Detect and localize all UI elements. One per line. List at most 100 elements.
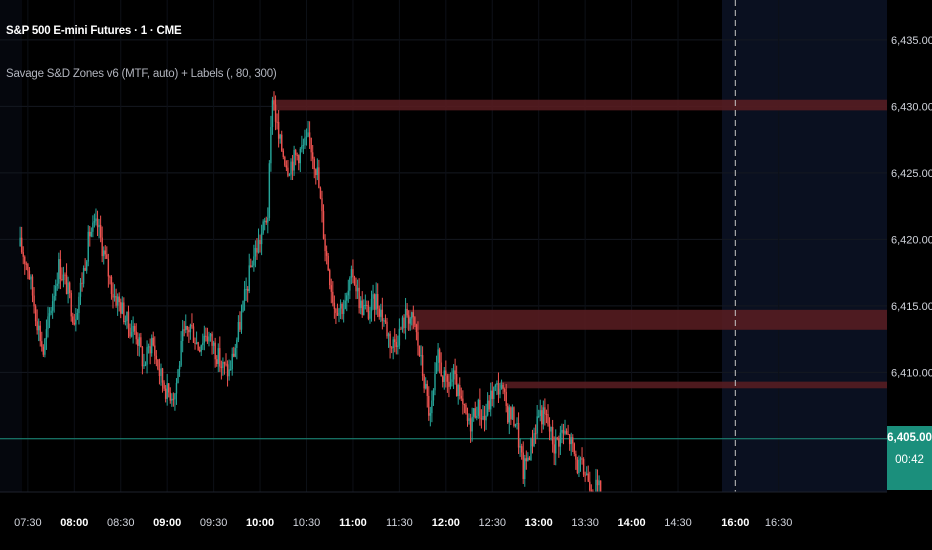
- candle-body: [135, 331, 137, 340]
- candle-body: [115, 295, 117, 306]
- x-tick-label: 09:00: [153, 517, 181, 529]
- candle-body: [483, 415, 486, 421]
- candle-body: [31, 276, 34, 296]
- candle-body: [42, 346, 45, 355]
- candle-body: [76, 313, 79, 320]
- candle-body: [140, 337, 142, 348]
- candle-body: [146, 347, 148, 365]
- candle-body: [500, 384, 503, 389]
- candle-body: [555, 437, 557, 454]
- candle-body: [355, 284, 357, 292]
- candle-body: [143, 364, 145, 367]
- candle-body: [567, 434, 569, 436]
- indicator-legend[interactable]: Savage S&D Zones v6 (MTF, auto) + Labels…: [6, 68, 277, 80]
- candle-body: [62, 274, 65, 280]
- candle-body: [525, 458, 528, 462]
- candle-body: [75, 319, 77, 325]
- candle-body: [556, 437, 558, 439]
- candle-body: [582, 459, 585, 475]
- candle-body: [377, 294, 379, 309]
- candle-body: [527, 457, 529, 462]
- candle-body: [398, 328, 401, 346]
- candle-body: [530, 438, 532, 461]
- candle-body: [497, 383, 500, 395]
- candle-body: [587, 473, 589, 482]
- candle-body: [222, 361, 224, 368]
- candle-body: [267, 217, 269, 223]
- candle-body: [378, 308, 380, 317]
- candle-body: [460, 395, 463, 399]
- candle-body: [428, 395, 430, 416]
- candle-body: [545, 413, 548, 415]
- candle-body: [350, 269, 353, 278]
- candle-body: [590, 490, 593, 492]
- candle-body: [188, 329, 190, 333]
- candle-body: [194, 342, 196, 344]
- candle-body: [485, 415, 487, 421]
- candle-body: [276, 121, 278, 123]
- candle-body: [95, 218, 97, 222]
- candle-body: [25, 263, 28, 265]
- candle-body: [490, 390, 492, 410]
- candle-body: [307, 132, 309, 137]
- candle-body: [550, 426, 552, 432]
- candle-body: [205, 335, 207, 337]
- candle-body: [220, 366, 223, 368]
- candle-body: [53, 295, 55, 302]
- candle-body: [524, 458, 526, 480]
- candle-body: [285, 165, 288, 168]
- candle-body: [445, 370, 447, 376]
- candle-body: [209, 333, 212, 337]
- candle-body: [124, 320, 127, 323]
- candle-body: [217, 348, 219, 364]
- candle-body: [598, 480, 600, 486]
- candle-body: [256, 248, 258, 253]
- candle-body: [356, 287, 359, 292]
- candle-body: [435, 362, 438, 374]
- candle-body: [157, 359, 159, 370]
- candle-body: [284, 156, 286, 166]
- candle-body: [538, 416, 540, 418]
- candle-body: [553, 444, 555, 454]
- bar-countdown: 00:42: [895, 454, 924, 466]
- time-axis[interactable]: [0, 492, 932, 550]
- candle-body: [264, 220, 266, 222]
- candle-body: [58, 259, 60, 284]
- last-price-badge: 6,405.00 00:42: [887, 426, 932, 490]
- candle-body: [338, 308, 340, 316]
- candle-body: [407, 315, 410, 324]
- candle-body: [370, 298, 373, 312]
- candle-body: [595, 479, 597, 495]
- x-tick-label: 11:30: [386, 517, 413, 529]
- candle-body: [392, 339, 394, 349]
- symbol-title[interactable]: S&P 500 E-mini Futures · 1 · CME: [6, 25, 182, 37]
- candle-body: [434, 373, 436, 391]
- candle-body: [123, 302, 125, 323]
- x-tick-label: 13:00: [525, 517, 553, 529]
- candle-body: [233, 353, 235, 357]
- candle-body: [72, 316, 74, 323]
- candle-body: [367, 305, 370, 319]
- candle-body: [516, 422, 518, 424]
- candle-body: [149, 346, 151, 354]
- candle-body: [353, 277, 356, 285]
- candle-body: [308, 132, 311, 138]
- candle-body: [411, 312, 413, 319]
- candle-body: [36, 321, 38, 331]
- candle-body: [531, 438, 534, 447]
- candle-body: [493, 387, 495, 399]
- candle-body: [316, 167, 319, 176]
- candle-body: [585, 473, 588, 475]
- y-tick-label: 6,425.00: [891, 168, 932, 180]
- candle-body: [155, 355, 158, 360]
- candle-body: [511, 407, 514, 420]
- candle-body: [424, 383, 427, 389]
- candle-body: [418, 345, 421, 357]
- candle-body: [401, 317, 404, 330]
- candle-body: [400, 328, 402, 330]
- candle-body: [442, 376, 444, 382]
- candle-body: [544, 407, 546, 414]
- candle-body: [373, 294, 376, 310]
- candle-body: [420, 355, 422, 357]
